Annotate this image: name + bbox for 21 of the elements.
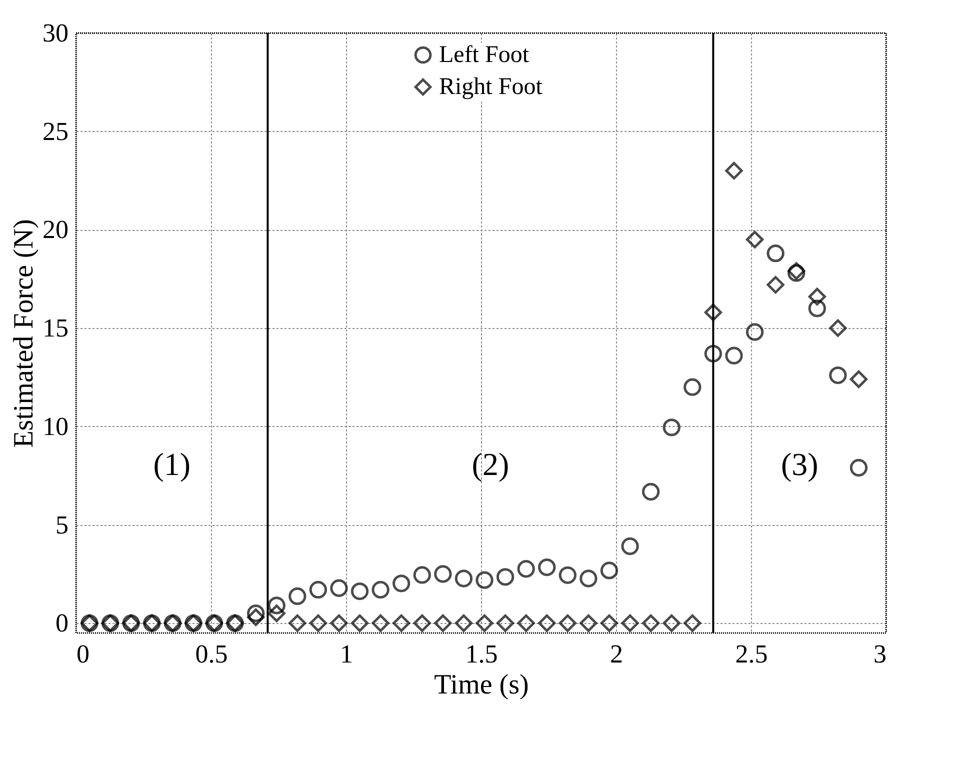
x-tick-label: 3: [874, 640, 886, 668]
y-tick-label: 30: [42, 18, 68, 48]
y-tick-label: 15: [42, 314, 68, 343]
x-tick-label: 0.5: [195, 640, 228, 668]
x-tick-label: 2.5: [735, 640, 768, 668]
annotation: (2): [472, 446, 510, 482]
x-axis-title: Time (s): [434, 670, 529, 700]
legend-label: Right Foot: [439, 74, 543, 100]
annotation: (3): [780, 446, 818, 482]
y-axis-title: Estimated Force (N): [8, 219, 40, 448]
y-tick-label: 25: [42, 116, 68, 146]
y-tick-label: 0: [56, 608, 68, 638]
x-tick-label: 1: [340, 640, 353, 668]
y-tick-label: 10: [42, 412, 68, 441]
annotation: (1): [153, 446, 191, 482]
y-tick-label: 5: [56, 510, 68, 540]
x-tick-label: 1.5: [465, 640, 498, 668]
legend-label: Left Foot: [439, 42, 530, 68]
x-tick-label: 0: [76, 640, 90, 668]
x-tick-label: 2: [610, 640, 623, 668]
y-tick-label: 20: [42, 215, 68, 244]
